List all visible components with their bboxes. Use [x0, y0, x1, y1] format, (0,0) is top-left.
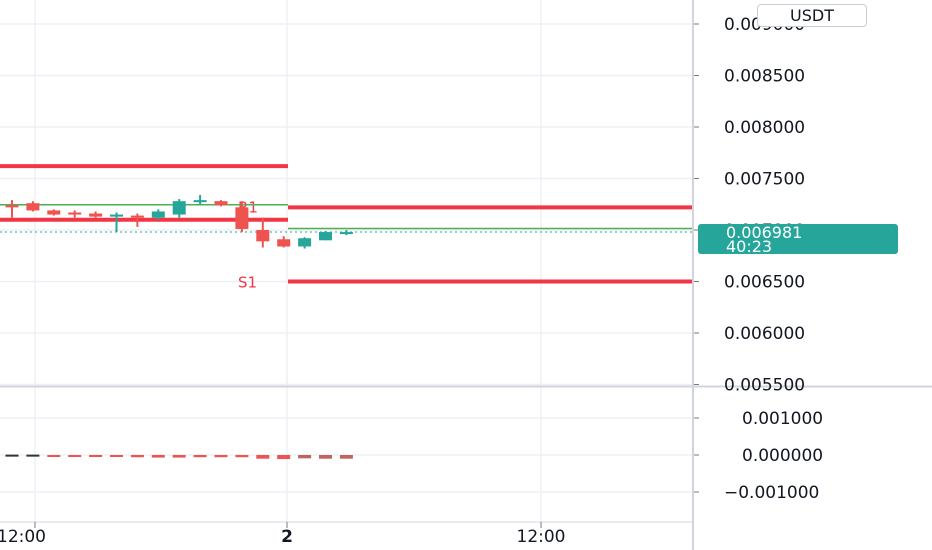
indicator-bar[interactable]: [256, 455, 270, 459]
indicator-bar[interactable]: [47, 455, 61, 457]
indicator-bar[interactable]: [130, 455, 144, 458]
indicator-bar[interactable]: [172, 455, 186, 458]
indicator-bar[interactable]: [68, 455, 82, 457]
indicator-bar[interactable]: [214, 455, 228, 458]
candle[interactable]: [319, 231, 332, 241]
price-tick-label: 0.008500: [724, 67, 805, 87]
time-scale[interactable]: 12:00 2 12:00: [0, 527, 566, 547]
indicator-bar[interactable]: [339, 455, 353, 459]
currency-badge[interactable]: USDT: [757, 4, 867, 27]
indicator-tick-label: 0.001000: [742, 409, 823, 429]
indicator-bar[interactable]: [277, 455, 291, 460]
candle[interactable]: [151, 209, 165, 220]
candle[interactable]: [5, 200, 19, 218]
candle[interactable]: [130, 213, 144, 227]
indicator-tick-label: 0.000000: [742, 446, 823, 466]
price-tick-label: 0.007500: [724, 170, 805, 190]
candle[interactable]: [298, 237, 312, 249]
indicator-bar[interactable]: [235, 455, 249, 458]
indicator-bar[interactable]: [193, 455, 207, 458]
grid: [0, 0, 693, 522]
indicator-bar[interactable]: [319, 455, 332, 459]
time-tick-label: 12:00: [517, 527, 566, 547]
price-tick-label: 0.006000: [724, 324, 805, 344]
currency-label: USDT: [790, 6, 834, 25]
candle[interactable]: [26, 201, 40, 212]
candles[interactable]: [5, 194, 353, 249]
pivot-lines: R1S1: [0, 164, 693, 292]
indicator-bar[interactable]: [110, 455, 123, 457]
price-tick-label: 0.008000: [724, 118, 805, 138]
candle[interactable]: [68, 210, 82, 218]
last-price-tag: 0.006981 40:23: [698, 223, 898, 256]
indicator-histogram[interactable]: [5, 454, 353, 460]
indicator-bar[interactable]: [298, 455, 312, 459]
candle[interactable]: [339, 230, 353, 236]
price-scale[interactable]: 0.0090000.0085000.0080000.0075000.007000…: [724, 15, 823, 503]
candle[interactable]: [47, 209, 61, 216]
price-tick-label: 0.006500: [724, 273, 805, 293]
candle[interactable]: [256, 217, 270, 248]
candle[interactable]: [193, 194, 207, 205]
indicator-bar[interactable]: [5, 454, 19, 457]
candle-countdown: 40:23: [726, 237, 773, 256]
candle[interactable]: [172, 199, 186, 218]
last-price-value: 0.006981: [726, 223, 803, 242]
candle[interactable]: [235, 201, 249, 233]
price-tick-label: 0.005500: [724, 376, 805, 396]
indicator-bar[interactable]: [151, 455, 165, 458]
candle[interactable]: [89, 211, 103, 218]
candle[interactable]: [277, 236, 291, 248]
pivot-label: S1: [238, 274, 257, 292]
candle[interactable]: [110, 212, 123, 233]
indicator-bar[interactable]: [89, 455, 103, 457]
time-tick-label: 2: [281, 527, 293, 547]
indicator-bar[interactable]: [26, 454, 40, 457]
candle[interactable]: [214, 200, 228, 207]
indicator-tick-label: −0.001000: [724, 483, 819, 503]
time-tick-label: 12:00: [0, 527, 46, 547]
